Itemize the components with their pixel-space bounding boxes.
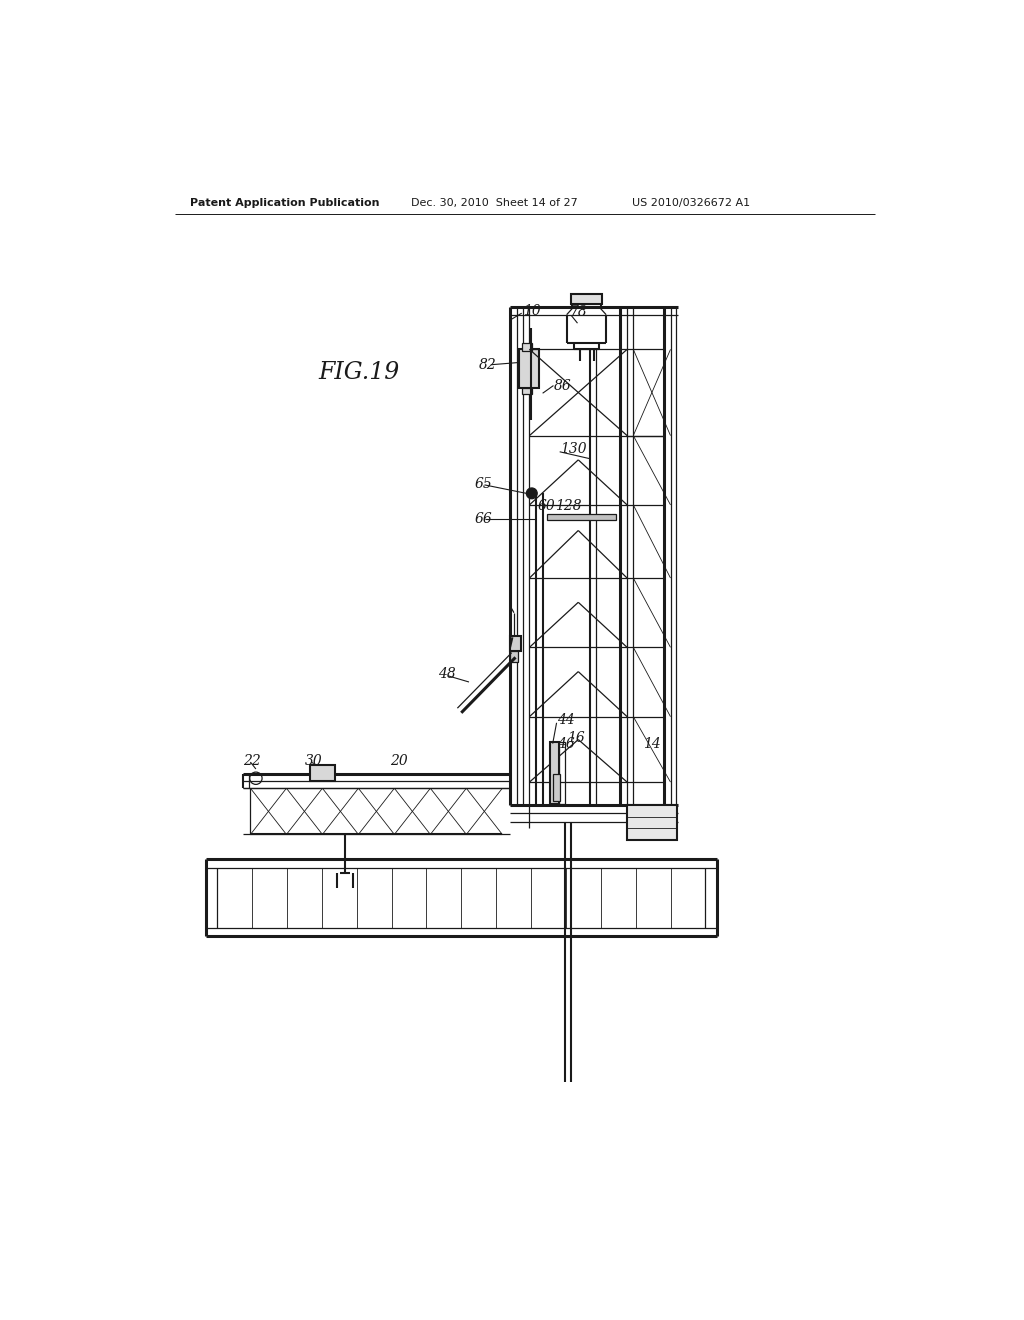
Text: Dec. 30, 2010  Sheet 14 of 27: Dec. 30, 2010 Sheet 14 of 27 — [411, 198, 578, 209]
Text: FIG.19: FIG.19 — [317, 360, 399, 384]
Text: 46: 46 — [557, 737, 574, 751]
Text: 86: 86 — [554, 379, 572, 392]
Bar — [310, 766, 335, 780]
Bar — [547, 515, 616, 520]
Bar — [553, 775, 560, 801]
Text: Patent Application Publication: Patent Application Publication — [190, 198, 380, 209]
Text: 66: 66 — [474, 512, 493, 525]
Bar — [510, 651, 518, 663]
Text: 65: 65 — [474, 477, 493, 491]
Text: 48: 48 — [438, 668, 456, 681]
Text: 14: 14 — [643, 737, 662, 751]
Text: 44: 44 — [557, 714, 574, 727]
Text: 20: 20 — [390, 754, 408, 767]
Text: 78: 78 — [569, 305, 587, 319]
Circle shape — [526, 488, 538, 499]
Text: 10: 10 — [523, 304, 541, 318]
Bar — [522, 343, 531, 351]
Text: 22: 22 — [243, 754, 260, 767]
Bar — [519, 350, 539, 388]
Text: US 2010/0326672 A1: US 2010/0326672 A1 — [632, 198, 750, 209]
Bar — [550, 742, 559, 804]
Bar — [559, 742, 565, 804]
Bar — [510, 636, 521, 651]
Bar — [571, 294, 602, 304]
Text: 60: 60 — [538, 499, 555, 513]
Bar — [522, 388, 531, 395]
Text: 128: 128 — [555, 499, 582, 513]
Text: 16: 16 — [566, 731, 585, 746]
Text: 82: 82 — [479, 358, 497, 372]
Bar — [627, 805, 678, 840]
Text: 30: 30 — [305, 754, 323, 767]
Text: 130: 130 — [560, 442, 587, 457]
